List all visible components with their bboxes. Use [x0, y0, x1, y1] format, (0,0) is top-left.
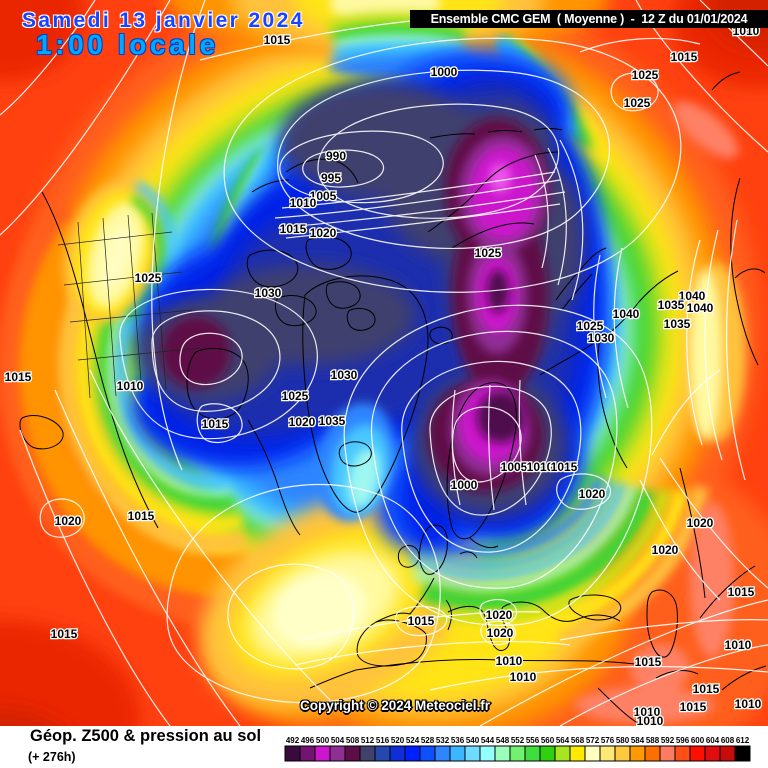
svg-text:580: 580 [616, 736, 630, 745]
svg-text:516: 516 [376, 736, 390, 745]
svg-text:1020: 1020 [487, 626, 514, 640]
svg-text:1010: 1010 [290, 196, 317, 210]
svg-text:496: 496 [301, 736, 315, 745]
svg-text:1015: 1015 [680, 700, 707, 714]
svg-text:1010: 1010 [510, 670, 537, 684]
svg-text:536: 536 [451, 736, 465, 745]
svg-text:1015: 1015 [728, 585, 755, 599]
svg-text:552: 552 [511, 736, 525, 745]
svg-text:1035: 1035 [664, 317, 691, 331]
svg-text:1030: 1030 [331, 368, 358, 382]
svg-text:592: 592 [661, 736, 675, 745]
svg-text:1020: 1020 [486, 608, 513, 622]
svg-text:1010: 1010 [725, 638, 752, 652]
svg-text:1015: 1015 [671, 50, 698, 64]
svg-text:1025: 1025 [577, 319, 604, 333]
svg-text:1035: 1035 [658, 298, 685, 312]
svg-text:564: 564 [556, 736, 570, 745]
svg-text:500: 500 [316, 736, 330, 745]
svg-text:1010: 1010 [117, 379, 144, 393]
svg-text:608: 608 [721, 736, 735, 745]
svg-text:1015: 1015 [693, 682, 720, 696]
svg-text:1015: 1015 [635, 655, 662, 669]
svg-text:508: 508 [346, 736, 360, 745]
svg-text:1025: 1025 [135, 271, 162, 285]
svg-text:1025: 1025 [632, 68, 659, 82]
svg-text:1040: 1040 [687, 301, 714, 315]
svg-text:1015: 1015 [551, 460, 578, 474]
svg-text:1015: 1015 [128, 509, 155, 523]
svg-text:532: 532 [436, 736, 450, 745]
svg-text:1025: 1025 [282, 389, 309, 403]
svg-text:1020: 1020 [310, 226, 337, 240]
svg-text:1010: 1010 [637, 714, 664, 726]
svg-text:544: 544 [481, 736, 495, 745]
svg-text:1010: 1010 [496, 654, 523, 668]
svg-text:1010: 1010 [634, 705, 661, 719]
svg-text:604: 604 [706, 736, 720, 745]
svg-text:548: 548 [496, 736, 510, 745]
svg-text:1030: 1030 [255, 286, 282, 300]
svg-text:1020: 1020 [289, 415, 316, 429]
svg-text:1030: 1030 [588, 331, 615, 345]
svg-text:1015: 1015 [408, 614, 435, 628]
svg-text:1005: 1005 [310, 189, 337, 203]
svg-text:568: 568 [571, 736, 585, 745]
svg-text:1015: 1015 [280, 222, 307, 236]
svg-text:1000: 1000 [451, 478, 478, 492]
svg-text:504: 504 [331, 736, 345, 745]
svg-text:1035: 1035 [319, 414, 346, 428]
svg-text:492: 492 [286, 736, 300, 745]
svg-text:600: 600 [691, 736, 705, 745]
svg-text:572: 572 [586, 736, 600, 745]
svg-text:1010: 1010 [527, 460, 554, 474]
svg-text:584: 584 [631, 736, 645, 745]
svg-text:1015: 1015 [264, 33, 291, 47]
svg-text:1015: 1015 [51, 627, 78, 641]
svg-text:1020: 1020 [579, 487, 606, 501]
svg-text:524: 524 [406, 736, 420, 745]
svg-text:528: 528 [421, 736, 435, 745]
svg-text:512: 512 [361, 736, 375, 745]
svg-text:560: 560 [541, 736, 555, 745]
svg-text:1015: 1015 [202, 417, 229, 431]
svg-text:1000: 1000 [431, 65, 458, 79]
svg-text:556: 556 [526, 736, 540, 745]
svg-text:1020: 1020 [55, 514, 82, 528]
svg-text:520: 520 [391, 736, 405, 745]
svg-text:1025: 1025 [475, 246, 502, 260]
svg-text:990: 990 [326, 149, 346, 163]
svg-text:540: 540 [466, 736, 480, 745]
svg-text:1010: 1010 [735, 697, 762, 711]
svg-text:588: 588 [646, 736, 660, 745]
svg-text:596: 596 [676, 736, 690, 745]
svg-text:1040: 1040 [613, 307, 640, 321]
svg-text:612: 612 [736, 736, 750, 745]
svg-text:1025: 1025 [624, 96, 651, 110]
svg-text:1015: 1015 [5, 370, 32, 384]
svg-text:1020: 1020 [687, 516, 714, 530]
svg-text:1040: 1040 [679, 289, 706, 303]
svg-text:1020: 1020 [652, 543, 679, 557]
svg-text:995: 995 [321, 171, 341, 185]
svg-text:1005: 1005 [501, 460, 528, 474]
svg-text:576: 576 [601, 736, 615, 745]
